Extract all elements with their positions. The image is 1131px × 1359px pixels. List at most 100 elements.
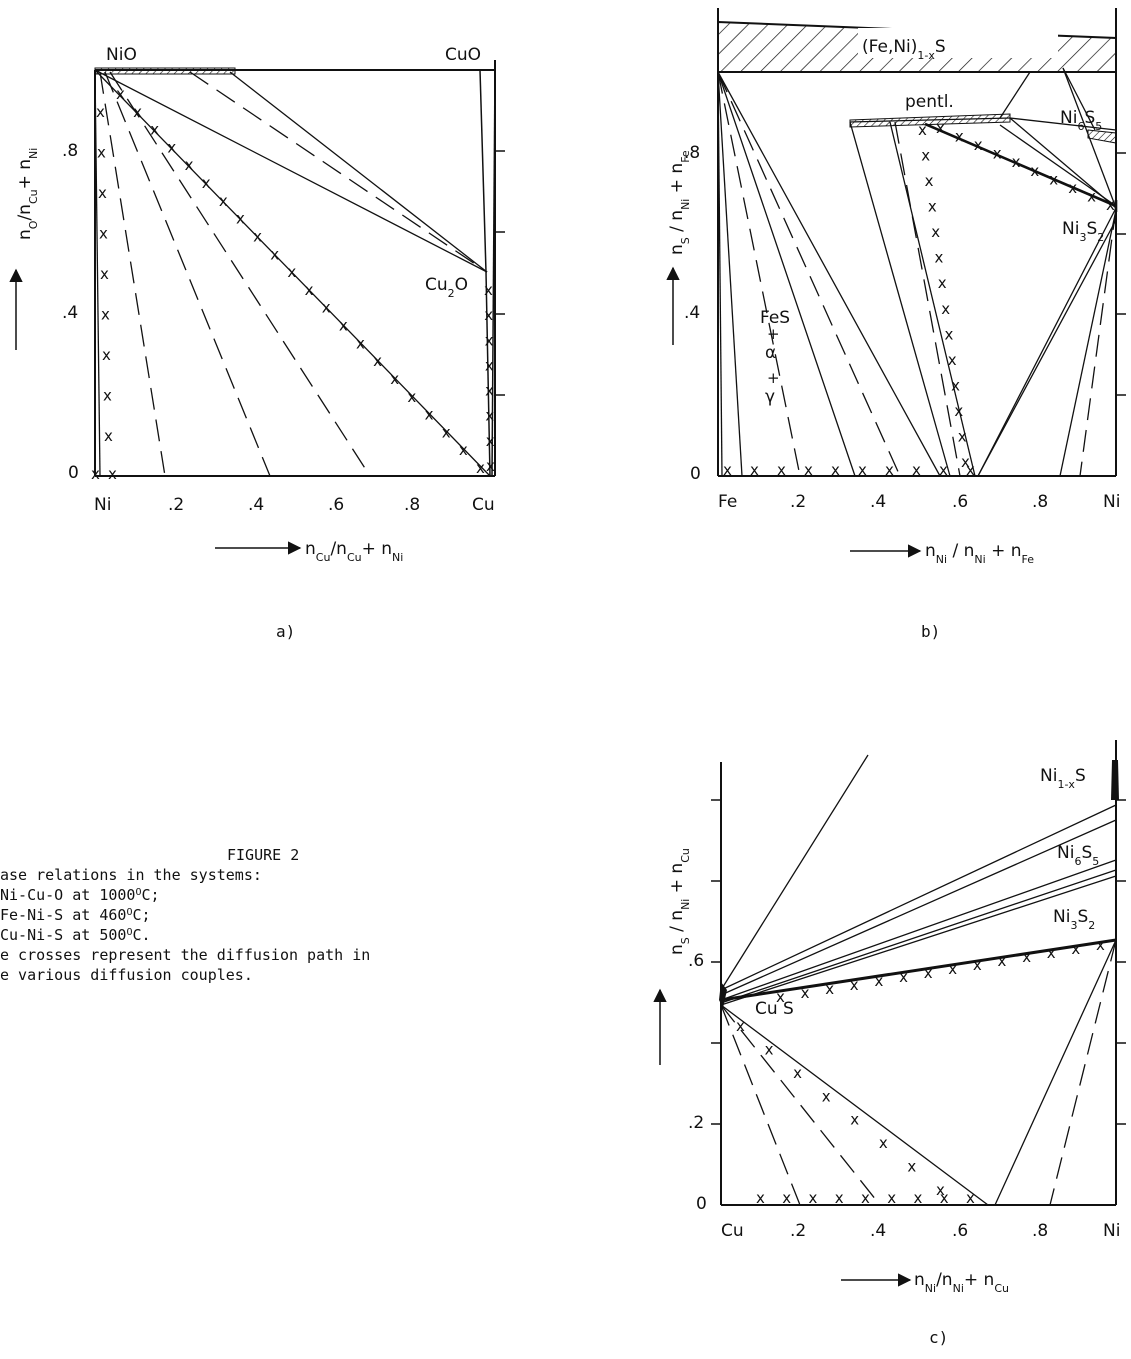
panel-a-y-tick-labels: 0 .4 .8 [62,141,79,483]
panel-b-fe-ni-s-diagram: (Fe,Ni)1-xS [666,8,1126,641]
diffusion-cross-marker: x [1096,936,1105,954]
x-tick-label: .8 [404,495,420,515]
diffusion-cross-marker: x [486,457,495,475]
diffusion-cross-marker: x [1049,170,1058,188]
diffusion-cross-marker: x [476,459,485,477]
diffusion-cross-marker: x [202,174,211,192]
panel-b-y-tick-labels: 0 .4 .8 [684,143,701,484]
diffusion-cross-marker: x [236,210,245,228]
panel-c-cus-node [719,982,727,1008]
panel-b-x-axis-label: nNi / nNi + nFe [925,541,1034,566]
diffusion-cross-marker: x [373,352,382,370]
diffusion-cross-marker: x [941,300,950,318]
diffusion-cross-marker: x [961,453,970,471]
x-tick-label: .4 [248,495,264,515]
phase-label-ni3s2: Ni3S2 [1062,219,1104,244]
diffusion-cross-marker: x [998,952,1007,970]
diffusion-cross-marker: x [484,281,493,299]
y-tick-label: .2 [688,1113,704,1133]
diffusion-cross-marker: x [750,461,759,479]
diffusion-cross-marker: x [219,192,228,210]
x-tick-label: .4 [870,1221,886,1241]
diffusion-cross-marker: x [885,461,894,479]
panel-b-tick-marks [1116,152,1126,396]
x-tick-label: .8 [1032,492,1048,512]
x-tick-label: .6 [952,1221,968,1241]
phase-label-fes: FeS [760,308,790,328]
x-tick-label: .2 [790,492,806,512]
diffusion-cross-marker: x [91,465,100,483]
panel-b-tie-lines [717,67,1117,477]
diffusion-cross-marker: x [1022,948,1031,966]
caption-line: Cu-Ni-S at 500OC. [0,926,151,944]
diffusion-cross-marker: x [287,263,296,281]
diffusion-cross-marker: x [425,406,434,424]
diffusion-cross-marker: x [804,461,813,479]
panel-a-tick-marks [495,150,505,396]
panel-c-frame [720,740,1117,1206]
phase-label-plus: + [767,325,780,343]
diffusion-cross-marker: x [390,370,399,388]
diffusion-cross-marker: x [850,976,859,994]
diffusion-cross-marker: x [185,156,194,174]
phase-label-pentlandite: pentl. [905,92,954,112]
diffusion-cross-marker: x [485,407,494,425]
diffusion-cross-marker: x [974,136,983,154]
diffusion-cross-marker: x [100,265,109,283]
diffusion-cross-marker: x [850,1111,859,1129]
panel-b-thick-diffusion-line [924,122,1118,212]
diffusion-cross-marker: x [935,249,944,267]
diffusion-cross-marker: x [966,461,975,479]
phase-label-backing [858,28,1058,58]
diffusion-cross-marker: x [1068,179,1077,197]
diffusion-cross-marker: x [356,334,365,352]
diffusion-cross-marker: x [108,465,117,483]
diffusion-cross-marker: x [948,351,957,369]
phase-label-ni3s2: Ni3S2 [1053,907,1095,932]
phase-label-alpha: α [765,343,776,363]
panel-a-x-axis-label: nCu/nCu+ nNi [305,539,403,564]
diffusion-cross-marker: x [484,306,493,324]
x-tick-label: Ni [1103,1221,1120,1241]
diffusion-cross-marker: x [782,1189,791,1207]
panel-c-tie-lines [720,750,1117,1206]
diffusion-cross-marker: x [801,984,810,1002]
x-tick-label: .4 [870,492,886,512]
y-tick-label: .8 [62,141,78,161]
diffusion-cross-marker: x [723,461,732,479]
diffusion-cross-marker: x [793,1064,802,1082]
phase-label-ni6s5: Ni6S5 [1057,843,1099,868]
diffusion-cross-marker: x [958,428,967,446]
diffusion-cross-marker: x [858,461,867,479]
caption-line: Fe-Ni-S at 460OC; [0,906,151,924]
diffusion-cross-marker: x [875,972,884,990]
phase-label-nio: NiO [106,45,137,65]
diffusion-cross-marker: x [921,147,930,165]
diffusion-cross-marker: x [1047,944,1056,962]
panel-b-letter: b) [921,622,940,641]
diffusion-cross-marker: x [931,223,940,241]
panel-b-x-tick-labels: Fe .2 .4 .6 .8 Ni [718,492,1120,512]
diffusion-cross-marker: x [116,85,125,103]
diffusion-cross-marker: x [966,1189,975,1207]
phase-label-cuo: CuO [445,45,481,65]
panel-a-x-tick-labels: Ni .2 .4 .6 .8 Cu [94,495,495,515]
y-tick-label: .4 [684,303,700,323]
diffusion-cross-marker: x [485,356,494,374]
panel-c-y-axis-label: nS / nNi + nCu [667,848,692,955]
diffusion-cross-marker: x [825,980,834,998]
x-tick-label: .2 [168,495,184,515]
diffusion-cross-marker: x [914,1189,923,1207]
diffusion-cross-marker: x [486,432,495,450]
diffusion-cross-marker: x [912,461,921,479]
diffusion-cross-marker: x [939,461,948,479]
diffusion-cross-marker: x [485,331,494,349]
diffusion-cross-marker: x [954,402,963,420]
diffusion-cross-marker: x [924,964,933,982]
svg-text:nS / nNi + nFe: nS / nNi + nFe [667,150,692,255]
diffusion-cross-marker: x [736,1017,745,1035]
